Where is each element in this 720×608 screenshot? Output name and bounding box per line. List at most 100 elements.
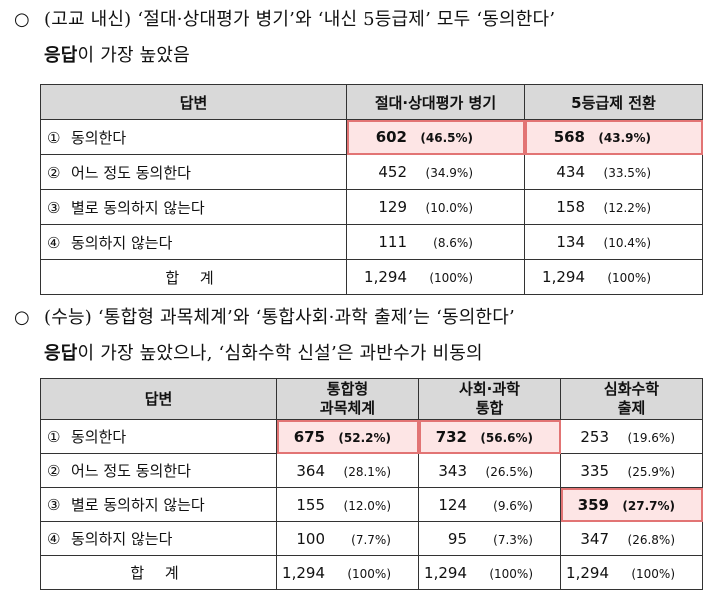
header-line: 통합 [475,399,504,417]
section1-heading: (고교 내신) ‘절대·상대평가 병기’와 ‘내신 5등급제’ 모두 ‘동의한다… [44,9,556,30]
value-cell: 124 (9.6%) [418,487,561,522]
answer-cell: ① 동의한다 [40,119,347,155]
value-cell-highlighted: 675 (52.2%) [276,419,419,454]
table-header-row: 답변 통합형 과목체계 사회·과학 통합 심화수학 출제 [40,378,703,420]
count: 155 [296,495,325,514]
percent: (12.0%) [343,498,391,513]
total-cell: 1,294 (100%) [418,555,561,590]
count: 253 [580,427,609,446]
percent: (12.2%) [603,201,651,215]
count: 675 [293,427,325,446]
count: 1,294 [424,563,467,582]
answer-label: 어느 정도 동의한다 [71,163,191,182]
answer-cell: ③ 별로 동의하지 않는다 [40,487,277,522]
percent: (46.5%) [420,131,473,145]
answer-number: ② [47,462,61,480]
value-cell: 129 (10.0%) [346,189,525,225]
answer-cell: ④ 동의하지 않는다 [40,224,347,260]
table-row: ① 동의한다 675 (52.2%) 732 (56.6%) 253 (19.6%) [40,419,703,454]
value-cell: 434 (33.5%) [524,154,703,190]
answer-label: 별로 동의하지 않는다 [71,198,205,217]
percent: (43.9%) [598,131,651,145]
percent: (26.8%) [627,532,675,547]
answer-label: 별로 동의하지 않는다 [71,496,205,514]
value-cell-highlighted: 732 (56.6%) [418,419,561,454]
count: 134 [556,233,585,251]
count: 158 [556,198,585,216]
total-cell: 1,294 (100%) [346,259,525,295]
answer-label: 동의한다 [71,428,127,446]
count: 335 [580,461,609,480]
section1-line2: 응답이 가장 높았음 [14,38,714,74]
total-cell: 1,294 (100%) [560,555,703,590]
percent: (27.7%) [622,498,675,513]
percent: (52.2%) [338,430,391,445]
header-line: 사회·과학 [459,380,520,398]
percent: (56.6%) [480,430,533,445]
table-header-row: 답변 절대·상대평가 병기 5등급제 전환 [40,84,703,120]
count: 124 [438,495,467,514]
answer-label: 동의하지 않는다 [71,233,173,252]
value-cell: 364 (28.1%) [276,453,419,488]
table-total-row: 합 계 1,294 (100%) 1,294 (100%) 1,294 (100%) [40,555,703,590]
answer-cell: ④ 동의하지 않는다 [40,521,277,556]
percent: (100%) [347,566,391,581]
value-cell: 100 (7.7%) [276,521,419,556]
value-cell: 111 (8.6%) [346,224,525,260]
suneung-results-table: 답변 통합형 과목체계 사회·과학 통합 심화수학 출제 ① 동의한다 675 (52.2… [40,378,703,590]
answer-label: 동의한다 [71,128,127,147]
count: 602 [375,128,407,146]
count: 1,294 [542,268,585,286]
header-line: 과목체계 [319,399,376,417]
section2-text: ○ (수능) ‘통합형 과목체계’와 ‘통합사회·과학 출제’는 ‘동의한다’ 응… [14,300,714,372]
section2-heading: (수능) ‘통합형 과목체계’와 ‘통합사회·과학 출제’는 ‘동의한다’ [44,307,515,328]
percent: (7.7%) [351,532,391,547]
table-row: ② 어느 정도 동의한다 364 (28.1%) 343 (26.5%) 335 (25… [40,453,703,488]
count: 568 [553,128,585,146]
section2-line2: 응답이 가장 높았으나, ‘심화수학 신설’은 과반수가 비동의 [14,336,714,372]
percent: (33.5%) [603,166,651,180]
table-row: ④ 동의하지 않는다 100 (7.7%) 95 (7.3%) 347 (26.8%) [40,521,703,556]
count: 732 [435,427,467,446]
count: 1,294 [364,268,407,286]
count: 100 [296,529,325,548]
total-label: 합 계 [40,259,347,295]
header-integrated-subjects: 통합형 과목체계 [276,378,419,420]
value-cell: 134 (10.4%) [524,224,703,260]
total-cell: 1,294 (100%) [276,555,419,590]
header-line: 통합형 [326,380,369,398]
count: 95 [447,529,467,548]
percent: (9.6%) [493,498,533,513]
percent: (100%) [489,566,533,581]
percent: (25.9%) [627,464,675,479]
table-row: ② 어느 정도 동의한다 452 (34.9%) 434 (33.5%) [40,154,703,190]
percent: (19.6%) [627,430,675,445]
bullet-icon: ○ [14,9,30,30]
answer-cell: ② 어느 정도 동의한다 [40,453,277,488]
answer-cell: ② 어느 정도 동의한다 [40,154,347,190]
total-cell: 1,294 (100%) [524,259,703,295]
table-total-row: 합 계 1,294 (100%) 1,294 (100%) [40,259,703,295]
percent: (100%) [631,566,675,581]
value-cell: 95 (7.3%) [418,521,561,556]
table-row: ③ 별로 동의하지 않는다 155 (12.0%) 124 (9.6%) 359 (27… [40,487,703,522]
count: 359 [577,495,609,514]
answer-number: ① [47,428,61,446]
count: 1,294 [566,563,609,582]
header-line: 출제 [617,399,646,417]
answer-number: ④ [47,233,61,252]
header-advanced-math: 심화수학 출제 [560,378,703,420]
value-cell: 347 (26.8%) [560,521,703,556]
value-cell-highlighted: 568 (43.9%) [524,119,703,155]
percent: (100%) [429,271,473,285]
header-absolute-relative: 절대·상대평가 병기 [346,84,525,120]
percent: (8.6%) [433,236,473,250]
header-answer: 답변 [40,84,347,120]
naesin-results-table: 답변 절대·상대평가 병기 5등급제 전환 ① 동의한다 602 (46.5%) 5… [40,84,703,295]
total-label: 합 계 [40,555,277,590]
answer-number: ③ [47,496,61,514]
count: 1,294 [282,563,325,582]
percent: (10.0%) [425,201,473,215]
answer-label: 동의하지 않는다 [71,530,173,548]
answer-number: ② [47,163,61,182]
